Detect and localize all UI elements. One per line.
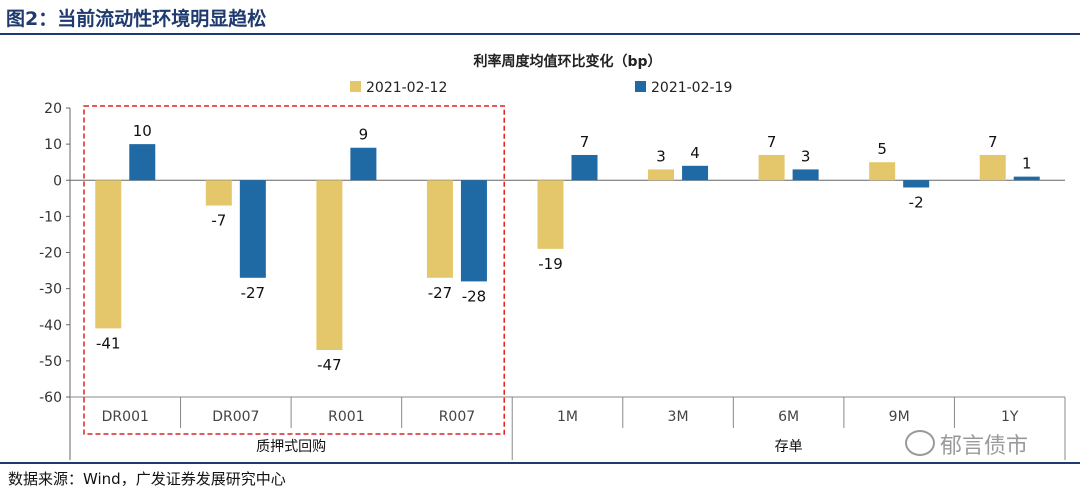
- bar-s2-1m: [571, 154, 598, 181]
- legend-label-2: 2021-02-19: [651, 80, 732, 96]
- data-label: 3: [801, 147, 811, 165]
- bar-s2-9m: [903, 180, 930, 188]
- data-label: 1: [1022, 155, 1032, 173]
- bar-s1-1m: [537, 180, 564, 249]
- y-tick-label: 20: [44, 101, 62, 117]
- data-label: -7: [211, 212, 226, 230]
- bar-s1-dr007: [205, 180, 232, 206]
- wechat-icon: [905, 430, 935, 456]
- bar-s2-3m: [682, 165, 709, 181]
- data-label: 5: [877, 140, 887, 158]
- category-label: 1M: [557, 409, 578, 425]
- bar-s1-1y: [979, 154, 1006, 181]
- bar-s2-6m: [792, 169, 819, 181]
- title-rule: [0, 33, 1080, 35]
- bar-s2-1y: [1013, 176, 1040, 181]
- bar-s1-9m: [869, 162, 896, 181]
- y-tick-label: 10: [44, 137, 62, 153]
- y-tick-label: -40: [39, 318, 62, 334]
- bar-s1-r007: [426, 180, 453, 278]
- data-label: -28: [462, 287, 487, 305]
- y-tick-label: -30: [39, 282, 62, 298]
- category-label: 9M: [889, 409, 910, 425]
- category-label: DR001: [102, 409, 149, 425]
- bar-s1-r001: [316, 180, 343, 351]
- category-label: 6M: [778, 409, 799, 425]
- legend-swatch-1: [350, 81, 361, 92]
- category-label: 3M: [668, 409, 689, 425]
- bar-s1-3m: [648, 169, 675, 181]
- bar-s1-dr001: [95, 180, 122, 329]
- category-label: R007: [439, 409, 475, 425]
- data-label: -27: [428, 284, 453, 302]
- bar-s2-r001: [350, 147, 377, 181]
- data-label: 3: [656, 147, 666, 165]
- data-label: 4: [690, 144, 700, 162]
- y-tick-label: -20: [39, 246, 62, 262]
- source-rule: [0, 462, 1080, 464]
- bar-s1-6m: [758, 154, 785, 181]
- data-label: 9: [359, 126, 369, 144]
- data-label: -2: [909, 193, 924, 211]
- bar-s2-dr007: [239, 180, 266, 278]
- data-label: -19: [538, 255, 563, 273]
- group-label: 存单: [775, 439, 803, 455]
- legend-label-1: 2021-02-12: [366, 80, 447, 96]
- y-tick-label: -10: [39, 209, 62, 225]
- y-tick-label: -50: [39, 354, 62, 370]
- data-label: 10: [133, 122, 152, 140]
- y-tick-label: 0: [53, 173, 62, 189]
- data-label: 7: [767, 133, 777, 151]
- figure-title: 图2：当前流动性环境明显趋松: [6, 8, 267, 30]
- data-label: -47: [317, 356, 342, 374]
- data-label: 7: [580, 133, 590, 151]
- category-label: DR007: [212, 409, 259, 425]
- source-note: 数据来源：Wind，广发证券发展研究中心: [8, 470, 286, 488]
- legend-swatch-2: [635, 81, 646, 92]
- chart-title: 利率周度均值环比变化（bp）: [473, 53, 661, 70]
- data-label: -27: [241, 284, 266, 302]
- data-label: 7: [988, 133, 998, 151]
- bar-s2-dr001: [129, 144, 156, 181]
- category-label: R001: [328, 409, 364, 425]
- category-label: 1Y: [1001, 409, 1019, 425]
- y-tick-label: -60: [39, 390, 62, 406]
- watermark: 郁言债市: [940, 434, 1029, 459]
- bar-s2-r007: [460, 180, 487, 282]
- group-label: 质押式回购: [256, 439, 326, 455]
- data-label: -41: [96, 334, 121, 352]
- highlight-box: [83, 105, 505, 435]
